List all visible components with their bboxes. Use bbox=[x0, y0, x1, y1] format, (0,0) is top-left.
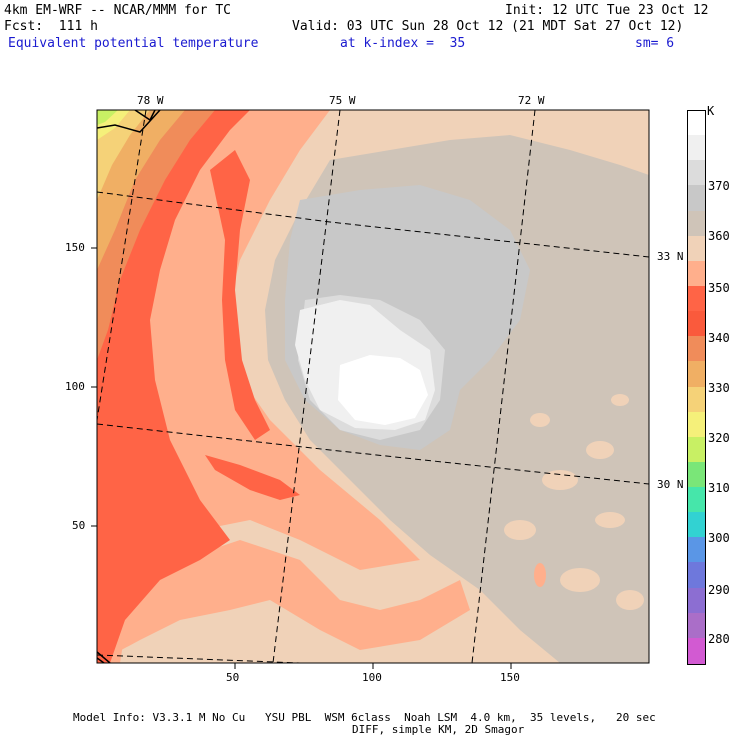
axis-ticks bbox=[91, 247, 512, 669]
colorbar-segment bbox=[687, 512, 706, 539]
colorbar-segment bbox=[687, 461, 706, 488]
colorbar-segment bbox=[687, 562, 706, 589]
y-tick-50: 50 bbox=[72, 519, 86, 532]
colorbar-label-340: 340 bbox=[708, 331, 730, 345]
coastline bbox=[97, 110, 161, 133]
x-tick-100: 100 bbox=[362, 671, 382, 684]
colorbar-segment bbox=[687, 386, 706, 413]
x-tick-150: 150 bbox=[500, 671, 520, 684]
colorbar-segment bbox=[687, 235, 706, 262]
contour-345-south bbox=[97, 540, 470, 663]
colorbar-label-320: 320 bbox=[708, 431, 730, 445]
colorbar-label-330: 330 bbox=[708, 381, 730, 395]
smoothing-label: sm= 6 bbox=[635, 36, 675, 51]
colorbar-segment bbox=[687, 185, 706, 212]
colorbar-label-350: 350 bbox=[708, 281, 730, 295]
forecast-hour: Fcst: 111 h bbox=[4, 19, 98, 34]
lon-label-78w: 78 W bbox=[137, 94, 164, 107]
colorbar-segment bbox=[687, 411, 706, 438]
lon-label-75w: 75 W bbox=[329, 94, 356, 107]
colorbar-segment bbox=[687, 210, 706, 237]
contour-340 bbox=[97, 110, 250, 663]
colorbar-segment bbox=[687, 587, 706, 614]
y-tick-100: 100 bbox=[65, 380, 85, 393]
model-info: Model Info: V3.3.1 M No Cu YSU PBL WSM 6… bbox=[73, 711, 656, 724]
x-tick-50: 50 bbox=[226, 671, 240, 684]
colorbar-segment bbox=[687, 436, 706, 463]
contour-350-speckles bbox=[504, 394, 644, 610]
lon-label-72w: 72 W bbox=[518, 94, 545, 107]
lat-label-33n: 33 N bbox=[657, 250, 684, 263]
field-name: Equivalent potential temperature bbox=[8, 36, 259, 51]
colorbar-segment bbox=[687, 135, 706, 162]
colorbar-segment bbox=[687, 336, 706, 363]
colorbar-label-300: 300 bbox=[708, 531, 730, 545]
valid-time: Valid: 03 UTC Sun 28 Oct 12 (21 MDT Sat … bbox=[292, 19, 684, 34]
level-label: at k-index = 35 bbox=[340, 36, 466, 51]
model-info-line2: DIFF, simple KM, 2D Smagor bbox=[352, 723, 525, 736]
colorbar-label-310: 310 bbox=[708, 481, 730, 495]
colorbar-label-290: 290 bbox=[708, 583, 730, 597]
colorbar-segment bbox=[687, 487, 706, 514]
graticule bbox=[97, 110, 649, 663]
contour-345-spot bbox=[534, 563, 546, 587]
model-title: 4km EM-WRF -- NCAR/MMM for TC bbox=[4, 3, 231, 18]
colorbar-segment bbox=[687, 160, 706, 187]
filled-contours bbox=[97, 110, 649, 663]
colorbar-segment bbox=[687, 612, 706, 639]
colorbar-segment bbox=[687, 110, 706, 137]
contour-340-blob bbox=[205, 455, 300, 500]
colorbar-label-280: 280 bbox=[708, 632, 730, 646]
colorbar-segment bbox=[687, 637, 706, 665]
contour-320 bbox=[97, 110, 150, 200]
colorbar-segment bbox=[687, 361, 706, 388]
coastline-south bbox=[97, 651, 111, 663]
colorbar-segment bbox=[687, 311, 706, 338]
colorbar-label-370: 370 bbox=[708, 179, 730, 193]
y-tick-150: 150 bbox=[65, 241, 85, 254]
colorbar-unit: K bbox=[707, 104, 715, 118]
lat-label-30n: 30 N bbox=[657, 478, 684, 491]
init-time: Init: 12 UTC Tue 23 Oct 12 bbox=[505, 3, 709, 18]
colorbar-segment bbox=[687, 260, 706, 287]
colorbar-segment bbox=[687, 285, 706, 312]
contour-340-streak bbox=[210, 150, 270, 440]
colorbar-segment bbox=[687, 537, 706, 564]
colorbar-label-360: 360 bbox=[708, 229, 730, 243]
contour-370 bbox=[338, 355, 428, 425]
contour-312 bbox=[97, 110, 118, 125]
